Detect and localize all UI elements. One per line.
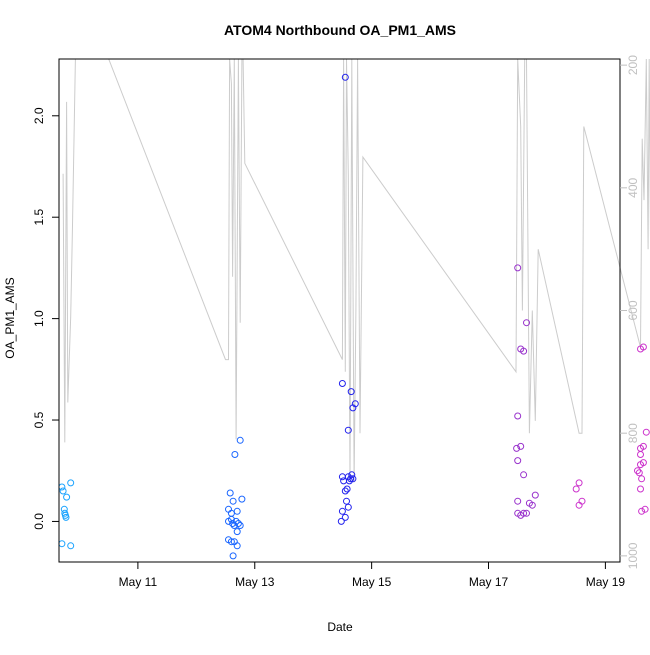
x-tick-label: May 11 [119,575,158,589]
data-point-s2-p5 [351,400,359,408]
data-point-s2-p10 [343,485,351,493]
x-tick-label: May 19 [586,575,626,589]
data-point-s2-p6 [338,473,346,481]
data-point-s2-p14 [348,471,356,479]
data-point-s0-p6 [63,493,71,501]
data-point-s0-p9 [67,542,75,550]
data-point-s2-p11 [344,473,352,481]
data-point-s3-p13 [523,509,530,517]
y2-tick-label: 1000 [626,542,640,569]
data-point-s4-p16 [641,505,649,513]
x-axis: May 11 May 13 May 15 May 17 May 19 [119,562,626,589]
data-point-s2-p8 [341,487,349,495]
y-axis-left: 0.0 0.5 1.0 1.5 2.0 [32,107,59,530]
data-point-s1-p6 [236,436,244,444]
data-point-s1-p9 [227,515,235,523]
y-axis-label: OA_PM1_AMS [3,277,17,358]
x-tick-label: May 17 [469,575,509,589]
x-axis-label: Date [327,620,353,634]
data-point-s2-p9 [343,497,350,505]
plot-frame [58,58,621,563]
y-tick-label: 0.0 [32,513,46,530]
line-layer [62,58,650,483]
data-point-s4-p17 [637,451,644,458]
data-point-s2-p19 [337,517,345,525]
data-point-s1-p19 [233,542,241,550]
data-point-s3-p2 [520,347,528,355]
data-point-s1-p15 [233,528,241,536]
data-point-s4-p1 [575,479,583,487]
y-tick-label: 1.0 [32,310,46,327]
data-point-s4-p11 [639,459,647,467]
data-point-s2-p13 [347,475,355,483]
y-axis-right: 200 400 600 800 1000 [620,55,640,569]
y2-tick-label: 600 [626,300,640,320]
data-point-s2-p15 [349,475,357,483]
data-point-s2-p2 [344,426,352,434]
data-point-s4-p6 [642,428,650,436]
data-point-s3-p15 [528,501,536,509]
data-point-s1-p17 [227,538,235,546]
data-point-s2-p0 [338,380,346,387]
data-point-s4-p0 [572,485,580,493]
x-tick-label: May 13 [235,575,275,589]
data-point-s3-p6 [517,442,525,450]
data-point-s3-p16 [531,491,539,499]
data-point-s2-p17 [341,513,349,521]
data-point-s3-p7 [514,457,522,465]
data-point-s1-p13 [234,520,242,527]
y-tick-label: 0.5 [32,411,46,428]
data-point-s2-p18 [344,503,352,511]
x-tick-label: May 15 [352,575,392,589]
data-point-s0-p8 [58,540,66,548]
y2-tick-label: 400 [626,177,640,197]
data-point-s2-p3 [347,388,355,396]
altitude-trace-line [62,58,650,483]
data-point-s0-p5 [62,513,70,521]
points-layer [58,73,650,560]
y-tick-label: 2.0 [32,107,46,124]
data-point-s1-p14 [236,522,244,529]
data-point-s3-p5 [513,444,521,452]
chart-title: ATOM4 Northbound OA_PM1_AMS [224,22,456,38]
data-point-s1-p3 [229,497,237,505]
data-point-s4-p5 [639,343,647,351]
data-point-s2-p16 [338,507,346,515]
data-point-s3-p0 [514,264,522,272]
data-point-s4-p15 [638,507,646,515]
data-point-s3-p9 [514,497,522,505]
data-point-s4-p14 [637,485,644,493]
data-point-s1-p5 [233,507,241,515]
data-point-s4-p8 [639,442,647,450]
data-point-s1-p1 [226,489,234,497]
data-point-s2-p1 [341,73,349,81]
data-point-s3-p4 [514,412,522,420]
data-point-s0-p1 [59,487,67,495]
data-point-s1-p4 [231,451,239,458]
y2-tick-label: 800 [626,423,640,443]
data-point-s3-p3 [523,319,530,327]
data-point-s4-p9 [634,467,641,475]
y2-tick-label: 200 [626,55,640,75]
data-point-s3-p12 [520,509,528,517]
data-point-s3-p8 [520,471,528,479]
data-point-s4-p12 [638,475,646,483]
data-point-s0-p0 [58,483,66,491]
data-point-s4-p3 [578,497,586,505]
data-point-s1-p12 [232,517,240,525]
data-point-s4-p13 [635,469,643,477]
data-point-s0-p7 [67,479,75,487]
data-point-s1-p7 [238,495,246,503]
data-point-s1-p20 [229,552,237,560]
y-tick-label: 1.5 [32,209,46,226]
